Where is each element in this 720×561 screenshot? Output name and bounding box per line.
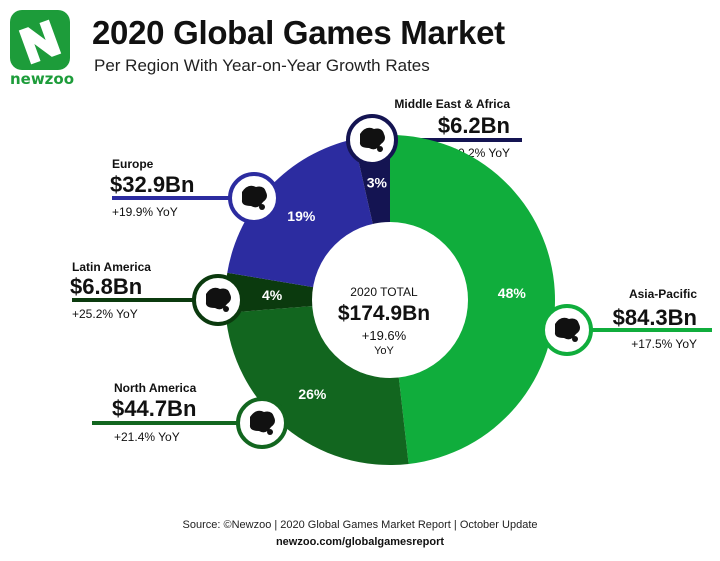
total-value: $174.9Bn bbox=[338, 302, 430, 325]
region-map-europe-icon bbox=[228, 172, 280, 224]
region-map-latin-america-icon bbox=[192, 274, 244, 326]
slice-asia-pacific bbox=[390, 135, 555, 464]
donut-hole bbox=[312, 222, 468, 378]
report-url[interactable]: newzoo.com/globalgamesreport bbox=[275, 536, 445, 548]
region-growth-europe: +19.9% YoY bbox=[112, 205, 178, 219]
region-map-middle-east-and-africa-icon bbox=[346, 114, 398, 166]
slice-label-latin-america: 4% bbox=[262, 287, 283, 303]
region-value-europe: $32.9Bn bbox=[110, 172, 194, 197]
region-growth-asia-pacific: +17.5% YoY bbox=[631, 337, 697, 351]
region-map-asia-pacific-icon bbox=[541, 304, 593, 356]
slice-label-middle-east-and-africa: 3% bbox=[367, 175, 388, 191]
slice-label-north-america: 26% bbox=[298, 386, 327, 402]
region-name-latin-america: Latin America bbox=[72, 260, 151, 274]
total-growth: +19.6% bbox=[362, 328, 407, 343]
region-name-north-america: North America bbox=[114, 381, 197, 395]
region-value-middle-east-and-africa: $6.2Bn bbox=[438, 113, 510, 138]
region-name-middle-east-and-africa: Middle East & Africa bbox=[394, 97, 510, 111]
total-label: 2020 TOTAL bbox=[350, 285, 418, 299]
region-value-latin-america: $6.8Bn bbox=[70, 274, 142, 299]
page-subtitle: Per Region With Year-on-Year Growth Rate… bbox=[94, 56, 430, 75]
newzoo-logo bbox=[10, 10, 70, 70]
region-value-asia-pacific: $84.3Bn bbox=[613, 305, 697, 330]
slice-label-asia-pacific: 48% bbox=[498, 285, 527, 301]
region-growth-north-america: +21.4% YoY bbox=[114, 430, 180, 444]
region-map-north-america-icon bbox=[236, 397, 288, 449]
brand-name: newzoo bbox=[9, 70, 75, 88]
total-growth-unit: YoY bbox=[374, 345, 394, 357]
region-name-europe: Europe bbox=[112, 157, 154, 171]
source-note: Source: ©Newzoo | 2020 Global Games Mark… bbox=[182, 519, 538, 531]
region-growth-latin-america: +25.2% YoY bbox=[72, 307, 138, 321]
page-title: 2020 Global Games Market bbox=[92, 14, 505, 51]
slice-label-europe: 19% bbox=[287, 208, 316, 224]
region-name-asia-pacific: Asia-Pacific bbox=[629, 287, 697, 301]
region-value-north-america: $44.7Bn bbox=[112, 396, 196, 421]
